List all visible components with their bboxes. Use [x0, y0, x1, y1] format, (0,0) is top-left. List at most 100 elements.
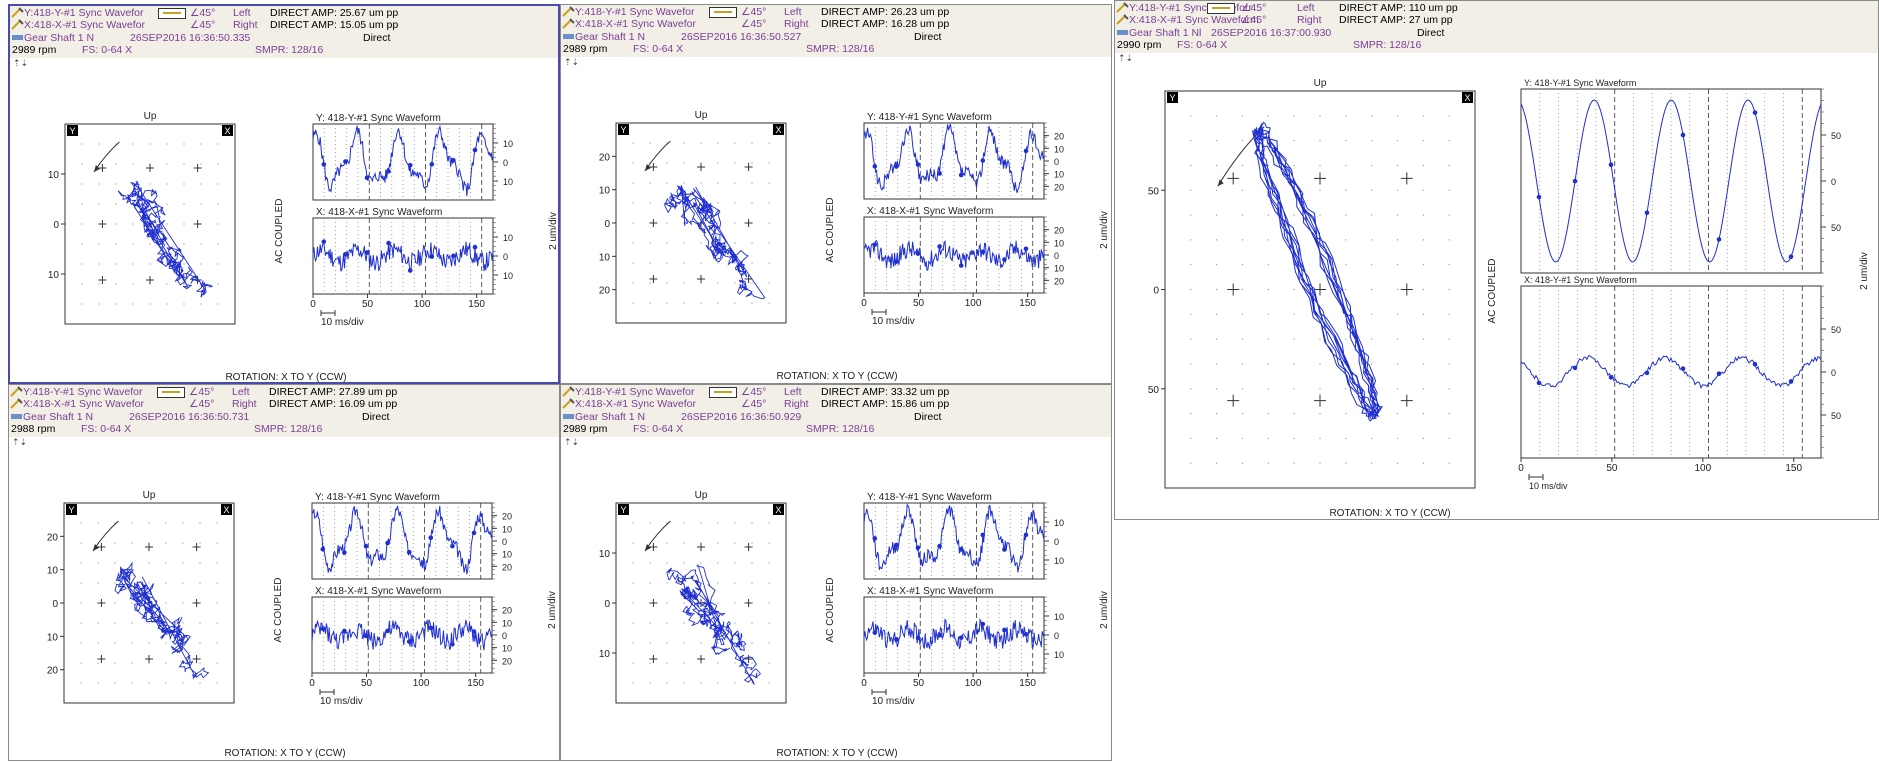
grid-dot [649, 302, 651, 304]
scale-label: 2 um/div [1099, 591, 1110, 629]
waveform-y-tick: 20 [502, 512, 512, 522]
grid-dot [1397, 338, 1398, 340]
grid-dot [98, 303, 100, 305]
grid-dot [717, 162, 719, 164]
plot-panel-1[interactable]: Y:418-Y-#1 Sync Wavefor ∠45° Left DIRECT… [8, 4, 560, 384]
cross-marker [1227, 283, 1240, 296]
grid-dot [1267, 338, 1269, 340]
grid-dot [1448, 289, 1450, 290]
keyphasor-dot [429, 161, 435, 167]
orbit-y-tick: 20 [599, 152, 611, 163]
rpm: 2990 rpm [1117, 39, 1162, 51]
waveform-trace [312, 239, 494, 272]
waveform-title: Y: 418-Y-#1 Sync Waveform [867, 492, 992, 503]
waveform-y-tick: 10 [503, 233, 513, 243]
grid-dot [666, 582, 668, 584]
grid-dot [114, 642, 116, 644]
grid-dot [717, 642, 719, 644]
grid-dot [1319, 115, 1321, 117]
plot-panel-5[interactable]: Y:418-Y-#1 Sync Waveforr ∠45° Left DIREC… [1114, 0, 1879, 520]
keyphasor-dot [364, 175, 370, 180]
grid-dot [131, 622, 133, 624]
grid-dot [182, 622, 184, 624]
grid-dot [683, 642, 685, 644]
rotation-label: ROTATION: X TO Y (CCW) [776, 748, 897, 759]
orbit-y-tick: 0 [52, 599, 58, 610]
cross-marker [744, 163, 753, 171]
grid-dot [114, 682, 116, 684]
grid-dot [649, 242, 651, 244]
grid-dot [165, 582, 167, 584]
grid-dot [649, 262, 651, 264]
y-angle: ∠45° [190, 7, 216, 19]
plot-panel-4[interactable]: Y:418-Y-#1 Sync Wavefor ∠45° Left DIRECT… [560, 384, 1112, 761]
grid-dot [700, 562, 702, 564]
plot-panel-2[interactable]: Y:418-Y-#1 Sync Wavefor ∠45° Left DIRECT… [560, 4, 1112, 384]
grid-dot [200, 303, 202, 305]
time-tick: 0 [309, 678, 315, 689]
grid-dot [81, 263, 83, 265]
waveform-trace [863, 240, 1045, 272]
x-waveform-plot: X: 418-X-#1 Sync Waveform 20 10 0 10 20 [311, 586, 512, 674]
y-marker: Y [68, 505, 74, 515]
ac-coupled-label: AC COUPLED [274, 198, 285, 263]
grid-dot [666, 662, 668, 664]
grid-dot [165, 562, 167, 564]
plot-panel-3[interactable]: Y:418-Y-#1 Sync Wavefor ∠45° Left DIRECT… [8, 384, 560, 761]
grid-dot [683, 522, 685, 524]
waveform-trace [311, 619, 493, 651]
grid-dot [717, 662, 719, 664]
grid-dot [131, 522, 133, 524]
expand-icon[interactable]: ⇡⇣ [13, 58, 29, 68]
grid-dot [149, 303, 151, 305]
grid-dot [649, 142, 651, 144]
grid-dot [1422, 264, 1424, 266]
expand-icon[interactable]: ⇡⇣ [1118, 53, 1134, 63]
rotation-label: ROTATION: X TO Y (CCW) [224, 748, 345, 759]
keyphasor-dot [1716, 237, 1722, 242]
grid-dot [1190, 338, 1192, 340]
grid-dot [734, 562, 736, 564]
grid-dot [751, 182, 753, 184]
y-marker-box [618, 504, 629, 515]
cross-marker [146, 276, 154, 284]
grid-dot [97, 662, 99, 664]
grid-dot [734, 662, 736, 664]
rpm: 2989 rpm [563, 43, 608, 55]
grid-dot [666, 302, 668, 304]
grid-dot [80, 662, 82, 664]
grid-dot [666, 642, 668, 644]
grid-dot [1267, 289, 1269, 290]
waveform-y-tick: 10 [1054, 238, 1064, 248]
grid-dot [649, 582, 651, 584]
grid-dot [1448, 189, 1450, 191]
time-tick: 0 [1518, 463, 1524, 474]
cross-marker [146, 164, 154, 172]
expand-icon[interactable]: ⇡⇣ [12, 437, 28, 447]
grid-dot [700, 142, 702, 144]
expand-icon[interactable]: ⇡⇣ [564, 437, 580, 447]
y-angle: ∠45° [189, 386, 215, 398]
cross-marker [97, 655, 106, 663]
rotation-arrow-head [92, 544, 99, 551]
grid-dot [149, 243, 151, 245]
time-tick: 100 [965, 298, 982, 309]
grid-dot [1190, 363, 1192, 365]
waveform-y-tick: 20 [1054, 276, 1064, 286]
grid-dot [1448, 140, 1450, 142]
grid-dot [166, 163, 168, 165]
expand-icon[interactable]: ⇡⇣ [564, 57, 580, 67]
grid-dot [149, 183, 151, 185]
cross-marker [1314, 394, 1326, 407]
keyphasor-dot [450, 543, 455, 549]
grid-dot [81, 243, 83, 245]
x-amplitude: DIRECT AMP: 16.28 um pp [821, 18, 950, 30]
waveform-y-tick: 20 [1054, 132, 1064, 142]
keyphasor-dot [915, 251, 921, 256]
grid-dot [666, 242, 668, 244]
grid-dot [717, 622, 719, 624]
grid-dot [1216, 363, 1218, 365]
grid-dot [1319, 338, 1321, 340]
grid-dot [1422, 115, 1424, 117]
